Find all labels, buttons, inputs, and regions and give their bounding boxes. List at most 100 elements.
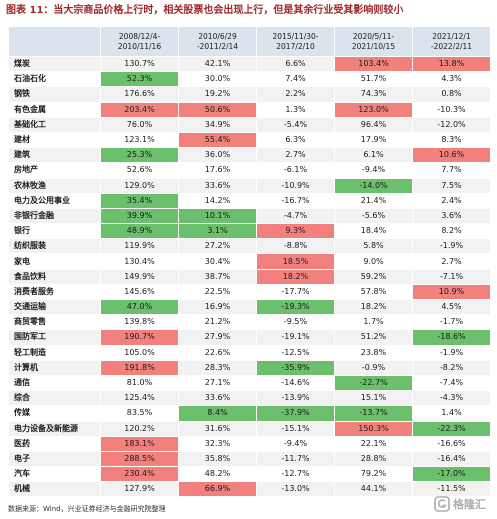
industry-name-cell: 建材 bbox=[8, 131, 101, 149]
return-value-cell: -11.7% bbox=[256, 450, 335, 468]
return-value-cell: -35.9% bbox=[256, 359, 335, 376]
return-value-cell: 19.2% bbox=[178, 86, 257, 103]
return-value-cell: 0.8% bbox=[412, 86, 491, 103]
industry-name-cell: 综合 bbox=[8, 390, 101, 407]
return-value-cell: 7.5% bbox=[412, 177, 491, 194]
return-value-cell: -22.3% bbox=[412, 420, 491, 437]
header-line: -2022/2/11 bbox=[430, 41, 473, 51]
return-value-cell: 14.2% bbox=[178, 192, 257, 209]
return-value-cell: -4.3% bbox=[412, 390, 491, 407]
return-value-cell: 76.0% bbox=[100, 116, 179, 133]
industry-name-cell: 轻工制造 bbox=[8, 344, 101, 361]
return-value-cell: -17.0% bbox=[412, 466, 491, 483]
return-value-cell: 4.5% bbox=[412, 298, 491, 316]
return-value-cell: 32.3% bbox=[178, 435, 257, 452]
return-value-cell: 36.0% bbox=[178, 147, 257, 164]
return-value-cell: -10.9% bbox=[256, 177, 335, 194]
returns-table: 2008/12/4- 2010/11/16 2010/6/29 -2011/2/… bbox=[8, 26, 491, 498]
header-line: 2020/5/11- bbox=[352, 31, 395, 41]
return-value-cell: 130.4% bbox=[100, 253, 179, 270]
return-value-cell: 28.3% bbox=[178, 359, 257, 376]
return-value-cell: 5.8% bbox=[334, 238, 413, 255]
return-value-cell: 3.1% bbox=[178, 223, 257, 240]
return-value-cell: 27.9% bbox=[178, 329, 257, 346]
return-value-cell: 149.9% bbox=[100, 268, 179, 285]
return-value-cell: 21.2% bbox=[178, 314, 257, 331]
return-value-cell: 18.5% bbox=[256, 253, 335, 270]
industry-name-cell: 消费者服务 bbox=[8, 283, 101, 301]
industry-name-cell: 农林牧渔 bbox=[8, 177, 101, 194]
header-line: 2021/12/1 bbox=[432, 31, 471, 41]
return-value-cell: 10.6% bbox=[412, 147, 491, 164]
return-value-cell: 47.0% bbox=[100, 298, 179, 316]
table-row: 电子 288.5% 35.8% -11.7% 28.8% -16.4% bbox=[8, 450, 491, 468]
return-value-cell: -14.0% bbox=[334, 177, 413, 194]
return-value-cell: 103.4% bbox=[334, 55, 413, 73]
return-value-cell: 57.8% bbox=[334, 283, 413, 301]
header-line: 2015/11/30- bbox=[272, 31, 319, 41]
return-value-cell: -9.4% bbox=[256, 435, 335, 452]
return-value-cell: -5.4% bbox=[256, 116, 335, 133]
return-value-cell: 8.2% bbox=[412, 223, 491, 240]
table-row: 基础化工 76.0% 34.9% -5.4% 96.4% -12.0% bbox=[8, 116, 491, 133]
return-value-cell: 22.5% bbox=[178, 283, 257, 301]
return-value-cell: 8.4% bbox=[178, 405, 257, 422]
header-line: 2008/12/4- bbox=[118, 31, 161, 41]
industry-name-cell: 钢铁 bbox=[8, 86, 101, 103]
return-value-cell: 21.4% bbox=[334, 192, 413, 209]
return-value-cell: 50.6% bbox=[178, 101, 257, 118]
return-value-cell: 30.4% bbox=[178, 253, 257, 270]
return-value-cell: 27.1% bbox=[178, 374, 257, 392]
return-value-cell: 130.7% bbox=[100, 55, 179, 73]
return-value-cell: 6.1% bbox=[334, 147, 413, 164]
return-value-cell: 119.9% bbox=[100, 238, 179, 255]
return-value-cell: 127.9% bbox=[100, 481, 179, 498]
table-row: 通信 81.0% 27.1% -14.6% -22.7% -7.4% bbox=[8, 374, 491, 392]
return-value-cell: -1.9% bbox=[412, 344, 491, 361]
return-value-cell: 59.2% bbox=[334, 268, 413, 285]
table-row: 建筑 25.3% 36.0% 2.7% 6.1% 10.6% bbox=[8, 147, 491, 164]
industry-name-cell: 家电 bbox=[8, 253, 101, 270]
industry-name-cell: 石油石化 bbox=[8, 71, 101, 88]
return-value-cell: -16.7% bbox=[256, 192, 335, 209]
header-line: 2021/10/15 bbox=[351, 41, 396, 51]
return-value-cell: 125.4% bbox=[100, 390, 179, 407]
return-value-cell: -1.9% bbox=[412, 238, 491, 255]
return-value-cell: -13.7% bbox=[334, 405, 413, 422]
return-value-cell: 183.1% bbox=[100, 435, 179, 452]
table-row: 轻工制造 105.0% 22.6% -12.5% 23.8% -1.9% bbox=[8, 344, 491, 361]
return-value-cell: 31.6% bbox=[178, 420, 257, 437]
return-value-cell: 15.1% bbox=[334, 390, 413, 407]
return-value-cell: -11.5% bbox=[412, 481, 491, 498]
table-row: 汽车 230.4% 48.2% -12.7% 79.2% -17.0% bbox=[8, 466, 491, 483]
return-value-cell: 9.0% bbox=[334, 253, 413, 270]
return-value-cell: 16.9% bbox=[178, 298, 257, 316]
return-value-cell: 55.4% bbox=[178, 131, 257, 149]
header-line: 2017/2/10 bbox=[276, 41, 315, 51]
industry-name-cell: 电力设备及新能源 bbox=[8, 420, 101, 437]
return-value-cell: 81.0% bbox=[100, 374, 179, 392]
return-value-cell: 230.4% bbox=[100, 466, 179, 483]
table-row: 建材 123.1% 55.4% 6.3% 17.9% 8.3% bbox=[8, 131, 491, 149]
industry-name-cell: 基础化工 bbox=[8, 116, 101, 133]
return-value-cell: -19.3% bbox=[256, 298, 335, 316]
return-value-cell: 288.5% bbox=[100, 450, 179, 468]
return-value-cell: 83.5% bbox=[100, 405, 179, 422]
return-value-cell: -17.7% bbox=[256, 283, 335, 301]
industry-name-cell: 银行 bbox=[8, 223, 101, 240]
industry-name-cell: 计算机 bbox=[8, 359, 101, 376]
table-row: 农林牧渔 129.0% 33.6% -10.9% -14.0% 7.5% bbox=[8, 177, 491, 194]
return-value-cell: 17.6% bbox=[178, 162, 257, 179]
table-row: 纺织服装 119.9% 27.2% -8.8% 5.8% -1.9% bbox=[8, 238, 491, 255]
return-value-cell: -13.0% bbox=[256, 481, 335, 498]
return-value-cell: -22.7% bbox=[334, 374, 413, 392]
industry-name-cell: 煤炭 bbox=[8, 55, 101, 73]
return-value-cell: 129.0% bbox=[100, 177, 179, 194]
table-row: 银行 48.9% 3.1% 9.3% 18.4% 8.2% bbox=[8, 223, 491, 240]
return-value-cell: 13.8% bbox=[412, 55, 491, 73]
return-value-cell: 7.4% bbox=[256, 71, 335, 88]
table-row: 家电 130.4% 30.4% 18.5% 9.0% 2.7% bbox=[8, 253, 491, 270]
return-value-cell: 18.4% bbox=[334, 223, 413, 240]
industry-name-cell: 医药 bbox=[8, 435, 101, 452]
